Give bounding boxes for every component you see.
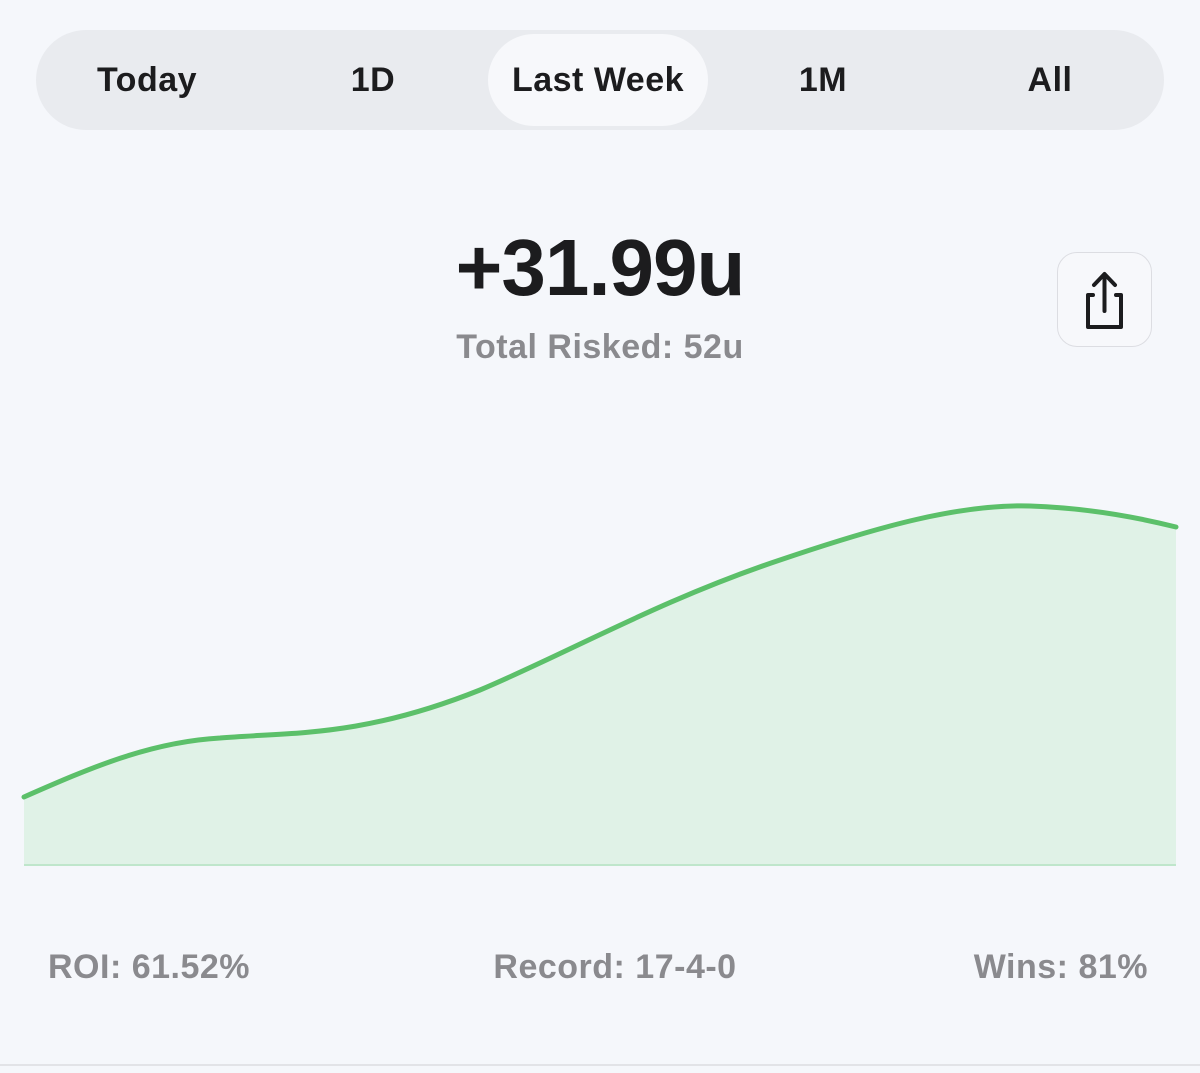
tab-bar: Today 1D Last Week 1M All (36, 30, 1164, 130)
share-icon (1086, 272, 1123, 329)
period-tab[interactable]: 1M (798, 61, 848, 99)
roi: ROI: 61.52% (48, 948, 251, 986)
period-tab[interactable]: Last Week (488, 34, 708, 126)
wins: Wins: 81% (973, 948, 1148, 986)
divider (0, 1064, 1200, 1066)
total-risked: Total Risked: 52u (456, 328, 744, 366)
period-tab[interactable]: All (1027, 61, 1073, 99)
period-tab[interactable]: 1D (350, 61, 396, 99)
profit-line (21, 503, 1179, 800)
total-units: +31.99u (455, 223, 746, 312)
share-button[interactable] (1057, 252, 1152, 347)
area-fill (24, 505, 1176, 865)
profit-chart (21, 503, 1179, 866)
record: Record: 17-4-0 (493, 948, 737, 986)
period-tab[interactable]: Today (96, 61, 198, 99)
